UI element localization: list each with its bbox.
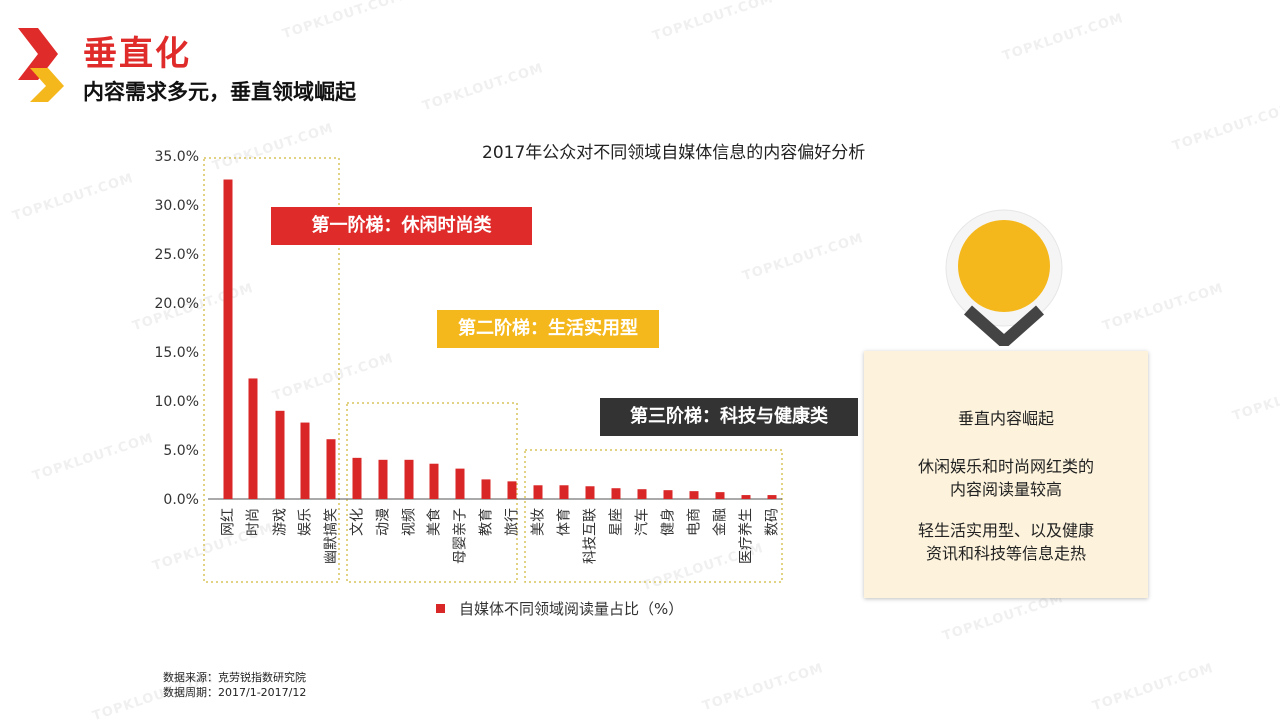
x-tick-label: 时尚 (246, 508, 262, 536)
y-tick-label: 30.0% (155, 198, 199, 214)
x-tick-label: 医疗养生 (739, 508, 755, 564)
tier2-label: 第二阶梯：生活实用型 (437, 310, 659, 348)
bar (559, 485, 569, 499)
page-title: 垂直化 (83, 34, 191, 74)
x-tick-label: 美妆 (531, 508, 547, 536)
x-tick-label: 教育 (479, 508, 495, 536)
bar (248, 378, 258, 499)
bar (741, 495, 751, 499)
source-line: 数据来源：克劳锐指数研究院 (163, 671, 306, 684)
x-tick-label: 旅行 (505, 508, 521, 536)
bar (689, 491, 699, 499)
bar (507, 481, 517, 499)
y-tick-label: 20.0% (155, 296, 199, 312)
bar (275, 410, 285, 499)
y-tick-label: 5.0% (163, 443, 199, 459)
bars (223, 179, 777, 499)
chevron-logo-icon (18, 28, 64, 102)
page-subtitle: 内容需求多元，垂直领域崛起 (83, 80, 356, 104)
bar (455, 468, 465, 499)
bar (300, 422, 310, 499)
y-tick-label: 10.0% (155, 394, 199, 410)
summary-point-2-line2: 资讯和科技等信息走热 (925, 544, 1086, 563)
data-source: 数据来源：克劳锐指数研究院 数据周期：2017/1-2017/12 (163, 670, 306, 700)
x-tick-label: 电商 (687, 508, 703, 536)
x-tick-label: 健身 (661, 508, 677, 536)
summary-point-2: 轻生活实用型、以及健康 资讯和科技等信息走热 (864, 519, 1148, 565)
y-tick-label: 15.0% (155, 345, 199, 361)
x-tick-label: 视频 (402, 508, 418, 536)
tier2-frame (346, 402, 518, 583)
bar (404, 459, 414, 499)
x-tick-label: 星座 (609, 508, 625, 536)
chart-legend: 自媒体不同领域阅读量占比（%） (436, 598, 683, 619)
bar (767, 495, 777, 499)
bar (378, 459, 388, 499)
x-tick-label: 网红 (221, 508, 237, 536)
bar (223, 179, 233, 499)
bar (637, 489, 647, 499)
x-tick-label: 动漫 (376, 508, 392, 536)
tier3-frame (524, 449, 783, 583)
tier1-frame (203, 157, 340, 583)
summary-heading: 垂直内容崛起 (957, 409, 1054, 428)
bar (663, 490, 673, 499)
tier3-label: 第三阶梯：科技与健康类 (600, 398, 858, 436)
x-tick-label: 体育 (557, 508, 573, 536)
bar (352, 457, 362, 499)
tier-frames (203, 157, 783, 583)
summary-card: 垂直内容崛起 休闲娱乐和时尚网红类的 内容阅读量较高 轻生活实用型、以及健康 资… (864, 351, 1148, 598)
x-tick-label: 美食 (426, 508, 443, 536)
summary-point-1: 休闲娱乐和时尚网红类的 内容阅读量较高 (864, 455, 1148, 501)
x-tick-label: 游戏 (273, 508, 289, 536)
summary-point-2-line1: 轻生活实用型、以及健康 (917, 521, 1094, 540)
bar (481, 479, 491, 499)
x-tick-label: 金融 (713, 508, 729, 536)
x-tick-label: 娱乐 (298, 508, 314, 536)
legend-label: 自媒体不同领域阅读量占比（%） (459, 600, 684, 618)
bar (429, 463, 439, 499)
bar (326, 439, 336, 499)
x-tick-label: 数码 (765, 508, 781, 536)
y-tick-label: 35.0% (155, 149, 199, 165)
y-tick-label: 25.0% (155, 247, 199, 263)
y-tick-label: 0.0% (163, 492, 199, 508)
period-line: 数据周期：2017/1-2017/12 (163, 686, 307, 699)
x-tick-label: 文化 (350, 508, 366, 536)
x-tick-label: 母婴亲子 (453, 508, 469, 564)
location-pin-icon (945, 209, 1063, 346)
x-tick-label: 幽默搞笑 (324, 508, 340, 564)
chart-title: 2017年公众对不同领域自媒体信息的内容偏好分析 (482, 143, 866, 163)
y-axis: 0.0% 5.0% 10.0% 15.0% 20.0% 25.0% 30.0% 35.0% (155, 149, 199, 508)
bar (611, 488, 621, 499)
x-tick-label: 科技互联 (583, 508, 599, 564)
bar (533, 485, 543, 499)
bar (585, 486, 595, 499)
x-axis-labels: 网红 时尚 游戏 娱乐 幽默搞笑 文化 动漫 视频 美食 母婴亲子 教育 旅行 美妆 体育 科技互联 星座 汽车… (221, 508, 781, 564)
tier1-label: 第一阶梯：休闲时尚类 (271, 207, 532, 245)
bar (715, 492, 725, 499)
x-tick-label: 汽车 (634, 508, 651, 536)
legend-swatch (436, 604, 445, 613)
summary-point-1-line2: 内容阅读量较高 (949, 480, 1062, 499)
summary-point-1-line1: 休闲娱乐和时尚网红类的 (917, 457, 1094, 476)
